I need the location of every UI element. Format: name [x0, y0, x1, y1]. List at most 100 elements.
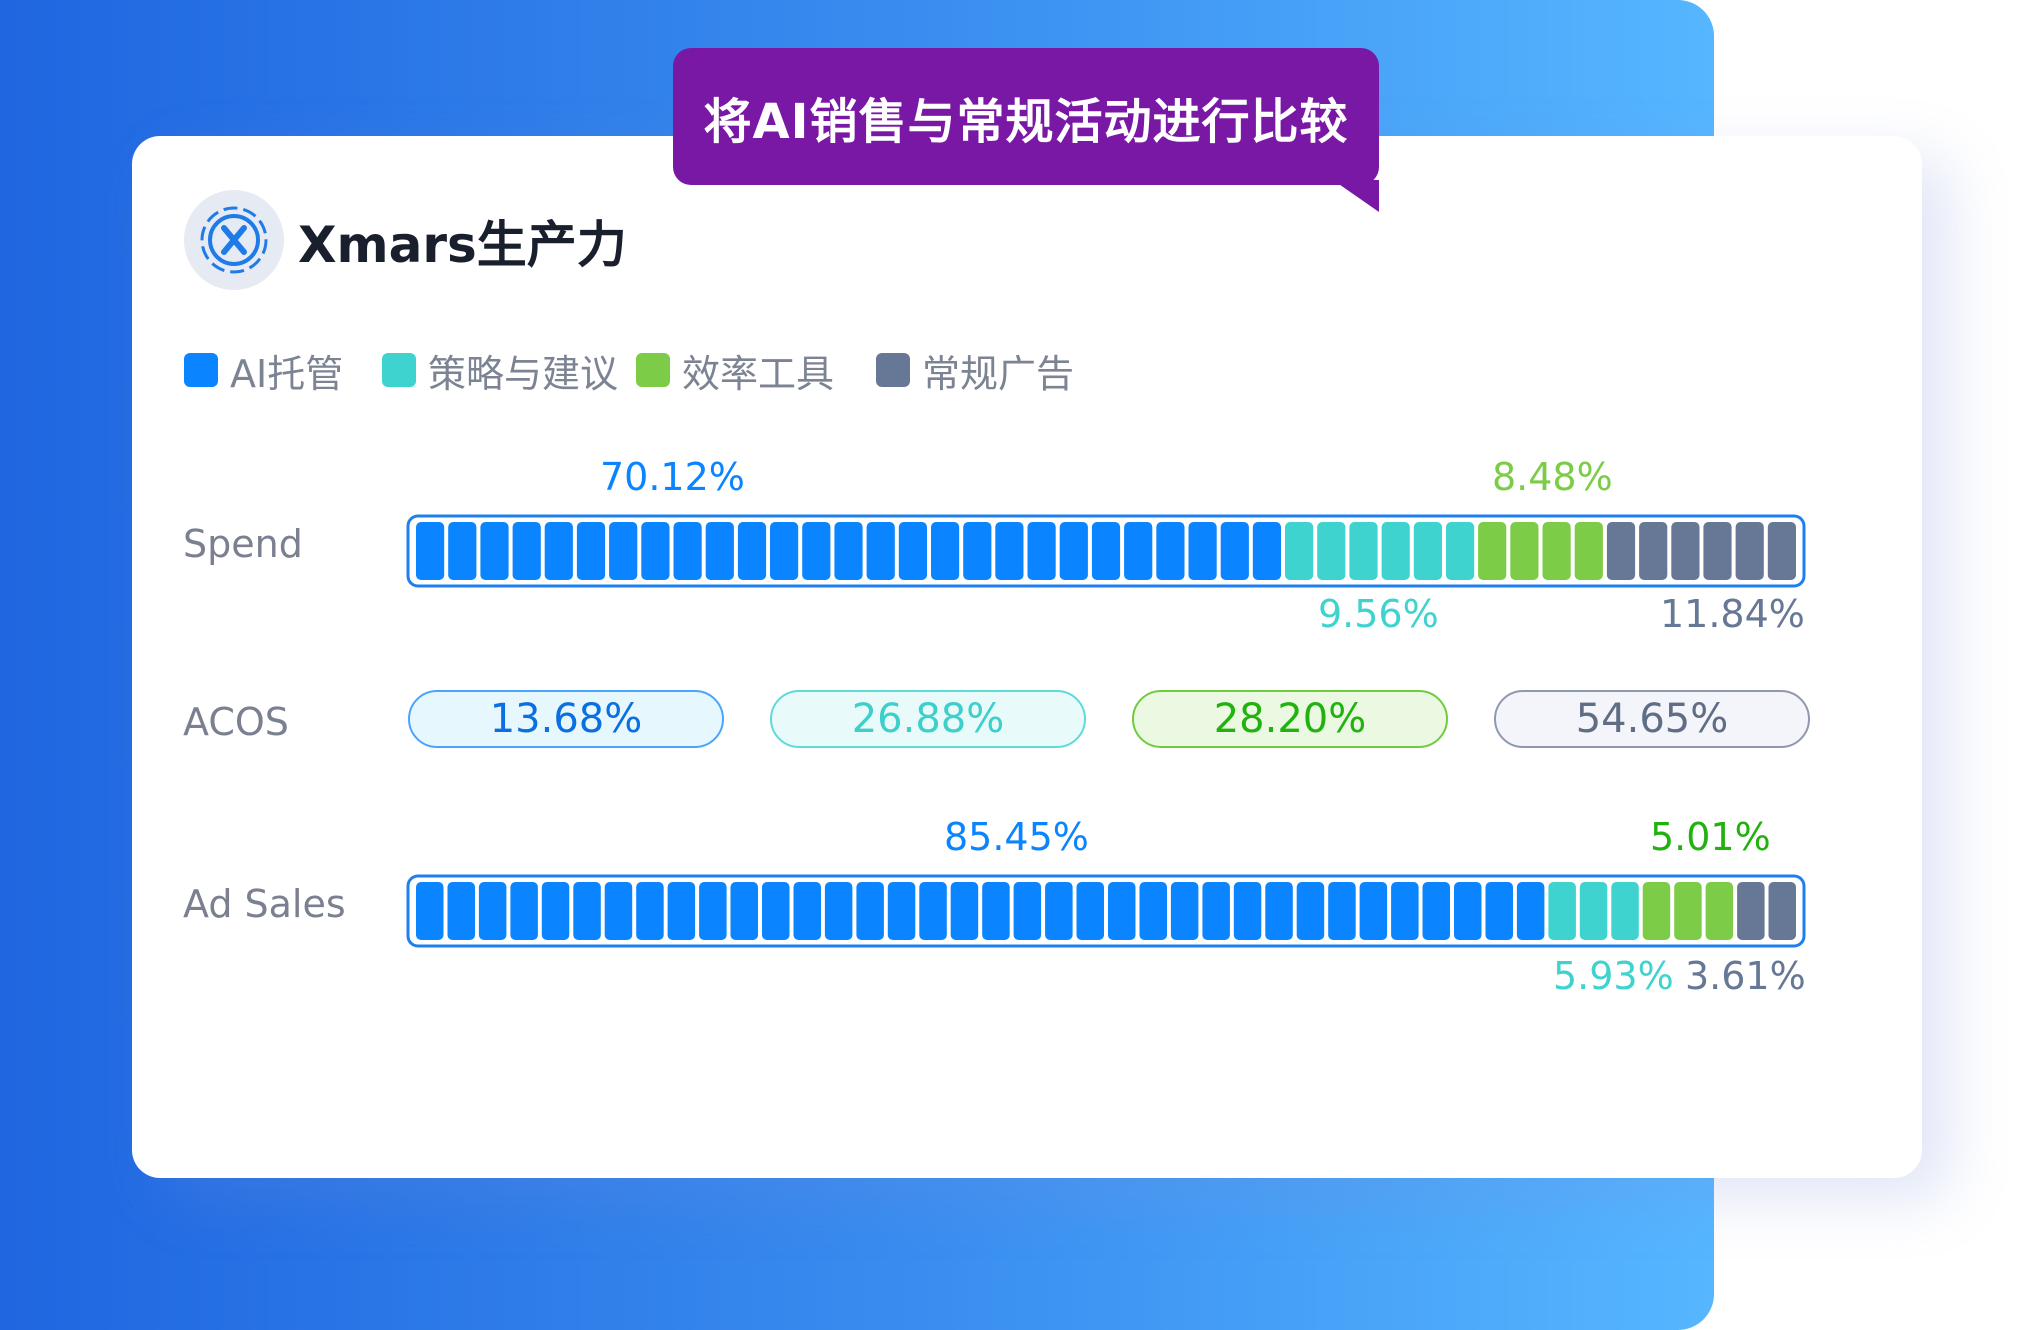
- spend-efficiency-pct: 8.48%: [1492, 455, 1613, 499]
- ad-sales-segment-ai: [1108, 882, 1136, 940]
- spend-segment-regular: [1606, 522, 1636, 580]
- acos-ai-value: 13.68%: [489, 696, 643, 742]
- acos-efficiency-value: 28.20%: [1213, 696, 1367, 742]
- ad-sales-segment-ai: [667, 882, 696, 940]
- spend-segment-ai: [609, 522, 638, 580]
- ad-sales-segment-ai: [1139, 882, 1167, 940]
- ad-sales-segment-ai: [478, 882, 507, 940]
- spend-segment-efficiency: [1542, 522, 1571, 580]
- spend-strategy-pct: 9.56%: [1318, 592, 1439, 636]
- spend-segment-efficiency: [1574, 522, 1603, 580]
- ad-sales-segment-ai: [1076, 882, 1104, 940]
- acos-strategy-value: 26.88%: [851, 696, 1005, 742]
- ad-sales-segment-ai: [1328, 882, 1356, 940]
- spend-segment-ai: [512, 522, 541, 580]
- spend-segment-strategy: [1285, 522, 1314, 580]
- chart-card: [132, 136, 1922, 1178]
- ad-sales-efficiency-pct: 5.01%: [1650, 815, 1771, 859]
- ad-sales-segment-ai: [416, 882, 444, 940]
- spend-segment-ai: [898, 522, 927, 580]
- legend-label-regular: 常规广告: [922, 351, 1075, 396]
- spend-segment-ai: [416, 522, 445, 580]
- row-label-acos: ACOS: [183, 700, 289, 744]
- spend-ai-pct: 70.12%: [600, 455, 745, 499]
- ad-sales-segment-ai: [1454, 882, 1482, 940]
- spend-segment-ai: [705, 522, 734, 580]
- ad-sales-segment-ai: [510, 882, 538, 940]
- ad-sales-segment-ai: [1359, 882, 1388, 940]
- spend-segment-strategy: [1317, 522, 1346, 580]
- brand-name: Xmars生产力: [298, 216, 627, 274]
- spend-segment-ai: [963, 522, 992, 580]
- legend-swatch-regular: [876, 353, 910, 387]
- banner-title: 将AI销售与常规活动进行比较: [673, 48, 1379, 185]
- ad-sales-segment-ai: [730, 882, 758, 940]
- spend-segment-strategy: [1413, 522, 1442, 580]
- spend-segment-ai: [1188, 522, 1217, 580]
- spend-segment-efficiency: [1478, 522, 1507, 580]
- legend-label-efficiency: 效率工具: [682, 351, 835, 396]
- spend-segment-ai: [770, 522, 799, 580]
- legend-label-strategy: 策略与建议: [428, 351, 619, 396]
- spend-segment-ai: [1252, 522, 1281, 580]
- ad-sales-segment-ai: [887, 882, 916, 940]
- spend-segment-ai: [1124, 522, 1153, 580]
- spend-segment-regular: [1639, 522, 1668, 580]
- ad-sales-segment-ai: [1265, 882, 1293, 940]
- spend-segment-ai: [1091, 522, 1121, 580]
- spend-segment-ai: [1220, 522, 1249, 580]
- x-logo-icon: [184, 190, 284, 290]
- spend-segment-ai: [480, 522, 509, 580]
- acos-ai-pill: 13.68%: [408, 690, 724, 748]
- ad-sales-segment-ai: [1391, 882, 1419, 940]
- ad-sales-segment-strategy: [1611, 882, 1639, 940]
- legend-swatch-strategy: [382, 353, 416, 387]
- ad-sales-segment-strategy: [1579, 882, 1608, 940]
- spend-regular-pct: 11.84%: [1660, 592, 1805, 636]
- spend-segment-ai: [673, 522, 702, 580]
- ad-sales-segment-ai: [541, 882, 570, 940]
- ad-sales-segment-ai: [950, 882, 979, 940]
- ad-sales-segment-regular: [1737, 882, 1765, 940]
- legend-swatch-ai: [184, 353, 218, 387]
- spend-segment-ai: [1156, 522, 1185, 580]
- spend-segment-strategy: [1446, 522, 1475, 580]
- spend-segment-ai: [931, 522, 960, 580]
- ad-sales-segment-efficiency: [1674, 882, 1702, 940]
- ad-sales-segment-ai: [1170, 882, 1199, 940]
- spend-segment-ai: [544, 522, 573, 580]
- ad-sales-segment-ai: [699, 882, 727, 940]
- ad-sales-segment-ai: [824, 882, 853, 940]
- legend-item-strategy: 策略与建议: [382, 345, 619, 396]
- ad-sales-segment-ai: [919, 882, 947, 940]
- ad-sales-strategy-pct: 5.93%: [1553, 954, 1674, 998]
- ad-sales-segment-ai: [1516, 882, 1545, 940]
- acos-efficiency-pill: 28.20%: [1132, 690, 1448, 748]
- ad-sales-segment-ai: [1296, 882, 1325, 940]
- ad-sales-ai-pct: 85.45%: [944, 815, 1089, 859]
- spend-segment-ai: [995, 522, 1024, 580]
- row-label-ad-sales: Ad Sales: [183, 882, 346, 926]
- ad-sales-segment-ai: [1045, 882, 1073, 940]
- acos-regular-pill: 54.65%: [1494, 690, 1810, 748]
- ad-sales-segment-regular: [1768, 882, 1796, 940]
- legend-label-ai: AI托管: [230, 351, 344, 396]
- acos-strategy-pill: 26.88%: [770, 690, 1086, 748]
- ad-sales-segment-ai: [636, 882, 664, 940]
- ad-sales-segment-strategy: [1548, 882, 1576, 940]
- spend-segment-regular: [1735, 522, 1764, 580]
- ad-sales-segment-ai: [982, 882, 1010, 940]
- spend-segment-ai: [448, 522, 477, 580]
- spend-segment-strategy: [1349, 522, 1378, 580]
- ad-sales-segment-ai: [1013, 882, 1042, 940]
- legend-item-ai: AI托管: [184, 345, 344, 396]
- spend-segment-efficiency: [1510, 522, 1539, 580]
- ad-sales-regular-pct: 3.61%: [1685, 954, 1806, 998]
- spend-segment-ai: [576, 522, 606, 580]
- banner-tail: [1333, 180, 1379, 212]
- spend-segment-regular: [1767, 522, 1796, 580]
- row-label-spend: Spend: [183, 522, 303, 566]
- legend-swatch-efficiency: [636, 353, 670, 387]
- spend-segment-ai: [641, 522, 670, 580]
